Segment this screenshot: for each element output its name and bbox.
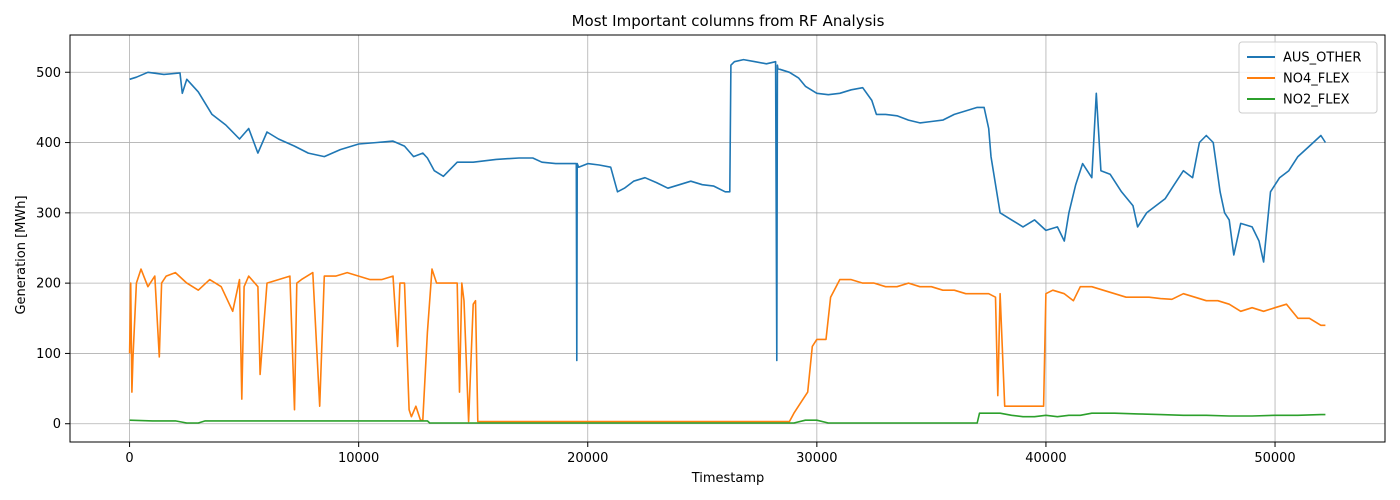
x-tick-label: 30000 — [796, 451, 837, 466]
series-line-aus-other — [129, 58, 1327, 362]
series-line-no2-flex — [129, 412, 1326, 424]
legend-label: AUS_OTHER — [1283, 51, 1361, 66]
x-tick-label: 50000 — [1254, 451, 1295, 466]
x-tick-label: 40000 — [1025, 451, 1066, 466]
chart-title: Most Important columns from RF Analysis — [572, 12, 885, 30]
legend-box — [1238, 41, 1378, 114]
x-axis-label: Timestamp — [691, 471, 765, 486]
axis-ticks: 0 10000 20000 30000 40000 50000 0 100 200 300 400 5… — [36, 66, 1296, 466]
x-tick-label: 10000 — [338, 451, 379, 466]
y-tick-label: 400 — [36, 136, 61, 151]
y-tick-label: 0 — [53, 417, 61, 432]
y-tick-label: 500 — [36, 66, 61, 81]
y-tick-label: 300 — [36, 206, 61, 221]
legend: AUS_OTHER NO4_FLEX NO2_FLEX — [1238, 41, 1378, 114]
x-tick-label: 0 — [125, 451, 133, 466]
legend-label: NO2_FLEX — [1283, 93, 1350, 108]
y-tick-label: 100 — [36, 347, 61, 362]
legend-label: NO4_FLEX — [1283, 72, 1350, 87]
y-tick-label: 200 — [36, 277, 61, 292]
series-lines — [128, 58, 1327, 424]
y-axis-label: Generation [MWh] — [14, 195, 29, 314]
plot-frame — [69, 34, 1386, 443]
x-tick-label: 20000 — [567, 451, 608, 466]
series-line-no4-flex — [128, 268, 1326, 423]
